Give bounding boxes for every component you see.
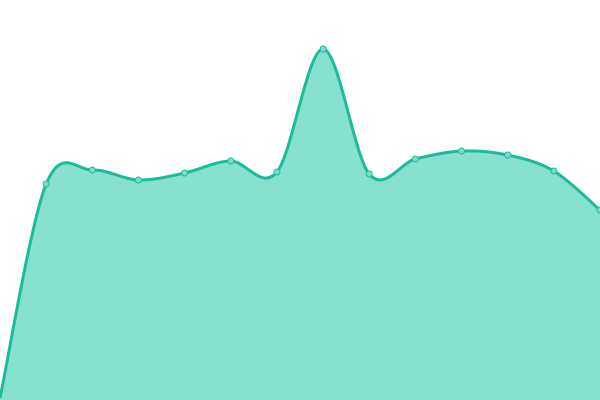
data-point bbox=[504, 151, 512, 159]
data-point bbox=[365, 170, 373, 178]
data-point bbox=[181, 169, 189, 177]
data-point bbox=[550, 167, 558, 175]
area-fill bbox=[0, 48, 600, 400]
data-point bbox=[458, 147, 466, 155]
series-line bbox=[0, 47, 600, 399]
data-point bbox=[134, 176, 142, 184]
data-points bbox=[42, 45, 600, 214]
data-point bbox=[273, 168, 281, 176]
data-point bbox=[227, 157, 235, 165]
data-point bbox=[411, 155, 419, 163]
data-point bbox=[88, 166, 96, 174]
data-point bbox=[42, 180, 50, 188]
data-point bbox=[596, 206, 600, 214]
data-point bbox=[319, 45, 327, 53]
